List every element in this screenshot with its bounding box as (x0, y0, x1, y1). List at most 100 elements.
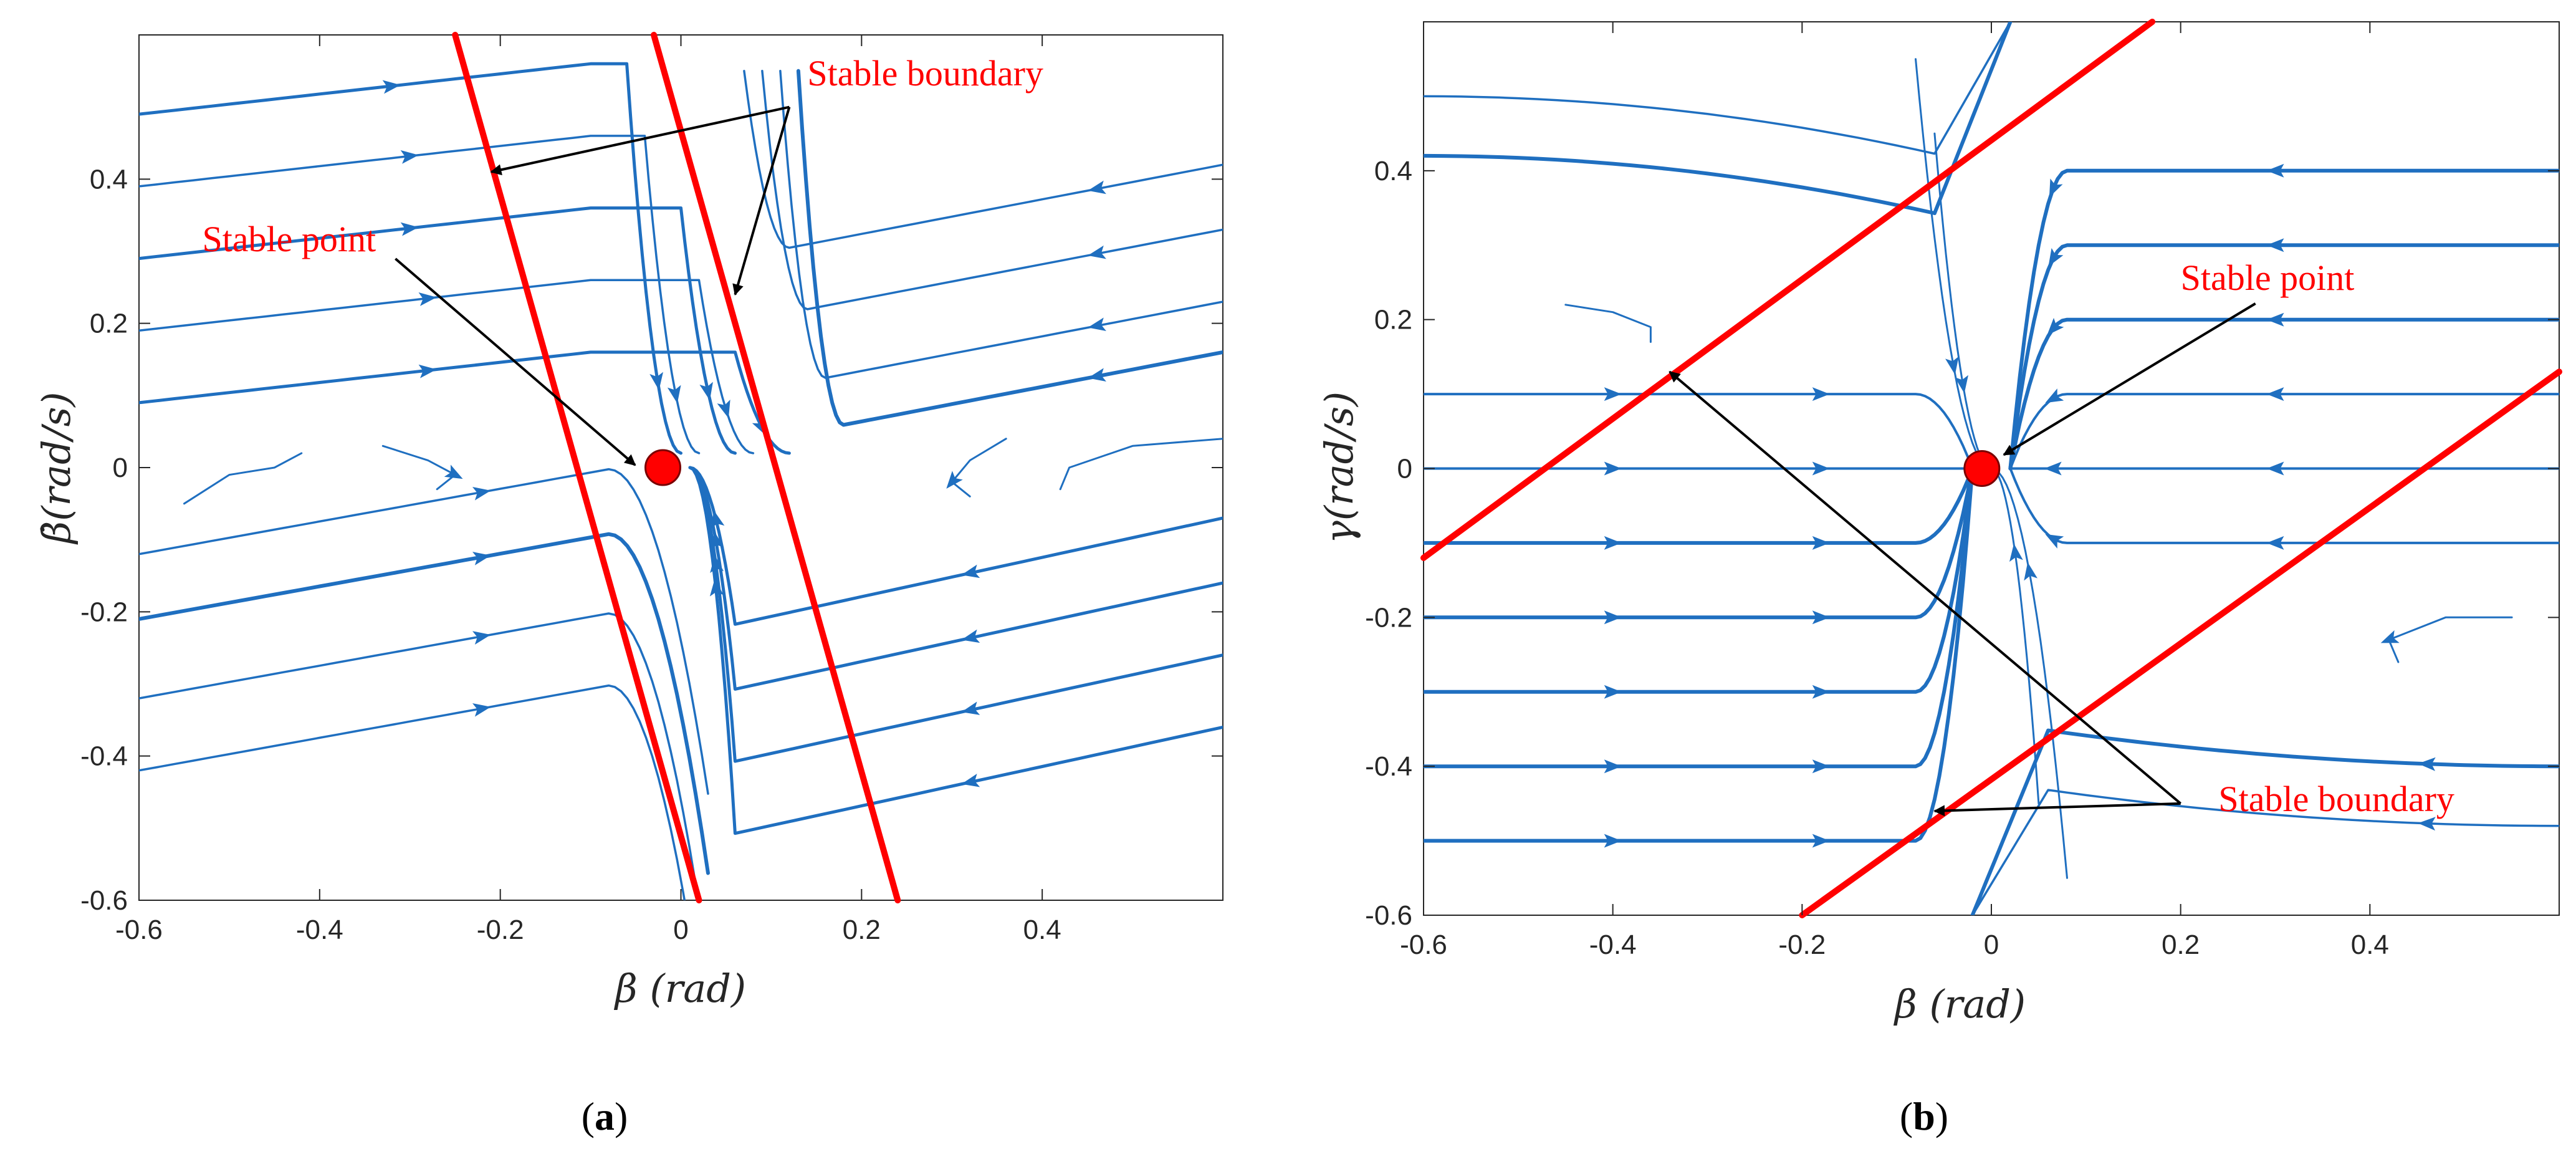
flow-arrowhead (961, 701, 980, 715)
flow-arrowhead (1812, 685, 1830, 699)
streamline (761, 70, 1223, 310)
y-tick-label: 0 (113, 453, 128, 483)
stable-point-label: Stable point (2181, 257, 2355, 298)
y-tick-label: -0.4 (1365, 751, 1412, 782)
stable-point-arrow (395, 257, 636, 466)
streamline (1424, 466, 1975, 545)
flow-arrowhead (2009, 543, 2023, 562)
y-tick-label: 0.2 (90, 309, 128, 339)
y-tick-label: 0 (1397, 454, 1412, 484)
flow-arrowhead (2418, 757, 2436, 771)
streamline (1564, 304, 1652, 343)
y-axis-label-a: β̇(rad/s) (34, 392, 79, 544)
streamline (139, 135, 701, 454)
flow-arrowhead (1812, 834, 1830, 848)
x-tick-label: -0.6 (1400, 930, 1447, 960)
y-tick-label: 0.4 (90, 164, 128, 195)
x-tick-label: 0.2 (2162, 930, 2200, 960)
flow-arrowhead (1955, 375, 1969, 394)
streamline (796, 69, 1223, 427)
streamline (688, 466, 1223, 691)
flow-arrowhead (1604, 610, 1622, 625)
streamline (139, 279, 755, 454)
flow-arrowhead (1604, 461, 1622, 476)
stable-point-marker (1963, 450, 2001, 487)
stable-boundary-line (452, 32, 702, 903)
streamline (2008, 243, 2559, 471)
flow-arrowhead (2049, 178, 2063, 198)
flow-arrowhead (709, 578, 724, 597)
stable-boundary-line (1420, 19, 2156, 561)
streamline (139, 62, 682, 455)
streamline (381, 445, 456, 491)
flow-arrowhead (2380, 630, 2400, 643)
streamline (139, 468, 709, 795)
flow-arrowhead (1604, 387, 1622, 401)
x-tick-label: -0.6 (115, 915, 163, 945)
streamline (1424, 466, 1975, 843)
flow-arrowhead (1945, 356, 1959, 375)
x-tick-label: -0.2 (1778, 930, 1826, 960)
streamline (139, 350, 791, 455)
streamline (2009, 467, 2559, 544)
streamline (1424, 466, 1975, 620)
streamline (1970, 728, 2559, 915)
flow-arrowhead (717, 399, 730, 418)
stable-boundary-line (651, 32, 901, 903)
flow-arrowhead (1088, 368, 1106, 382)
flow-arrowhead (400, 150, 419, 164)
streamline (1424, 393, 1974, 470)
flow-arrowhead (1088, 245, 1106, 259)
flow-arrowhead (382, 80, 401, 94)
streamline (1424, 466, 1975, 769)
flow-arrowhead (418, 292, 437, 306)
flow-arrowhead (649, 372, 664, 390)
streamline (950, 438, 1007, 498)
streamline (1424, 466, 1975, 694)
flow-arrowhead (2418, 817, 2436, 831)
streamline (1424, 22, 2013, 215)
flow-arrowhead (2266, 387, 2284, 401)
panel-a: -0.6 -0.4 -0.2 0 0.2 0.4 -0.6 -0.4 -0.2 0 0.2 0.4 S… (34, 32, 1223, 1138)
flow-arrowhead (418, 364, 437, 378)
flow-arrowhead (961, 564, 980, 579)
flow-arrowhead (2044, 461, 2062, 476)
x-axis-label-a: β (rad) (614, 966, 746, 1011)
flow-arrowhead (961, 773, 980, 787)
streamline (139, 206, 737, 455)
stable-boundary-label: Stable boundary (807, 53, 1043, 94)
flow-arrowhead (472, 552, 491, 565)
stable-boundary-arrow (1933, 802, 2181, 817)
y-tick-label: -0.2 (80, 597, 128, 627)
x-axis-label-b: β (rad) (1894, 981, 2026, 1027)
y-tick-label: 0.2 (1374, 305, 1412, 335)
flow-arrowhead (472, 486, 491, 501)
flow-arrowhead (1812, 536, 1830, 550)
x-tick-label: -0.4 (1589, 930, 1637, 960)
flow-arrowhead (961, 629, 980, 643)
flow-arrowhead (2048, 248, 2064, 267)
flow-arrowhead (1604, 759, 1622, 774)
stable-boundary-line (1799, 368, 2562, 918)
x-tick-label: -0.2 (477, 915, 524, 945)
streamline (1059, 438, 1223, 491)
flow-arrowhead (699, 382, 713, 401)
flow-arrowhead (2266, 312, 2284, 327)
stable-point-arrow (2003, 302, 2256, 456)
flow-arrowhead (2266, 461, 2284, 476)
x-tick-label: 0.4 (2351, 930, 2389, 960)
streamline (1424, 22, 2012, 155)
stable-boundary-arrow (732, 107, 791, 296)
streamline (139, 532, 710, 875)
y-tick-label: -0.4 (80, 741, 128, 772)
streamline (139, 684, 686, 900)
streamline (139, 612, 699, 900)
flow-arrowhead (2266, 163, 2284, 178)
flow-arrowhead (2045, 534, 2064, 549)
flow-arrowhead (2266, 238, 2284, 252)
streamline (183, 452, 303, 505)
flow-arrowhead (1604, 536, 1622, 550)
stable-point-marker (644, 449, 682, 486)
flow-arrowhead (2266, 536, 2284, 550)
